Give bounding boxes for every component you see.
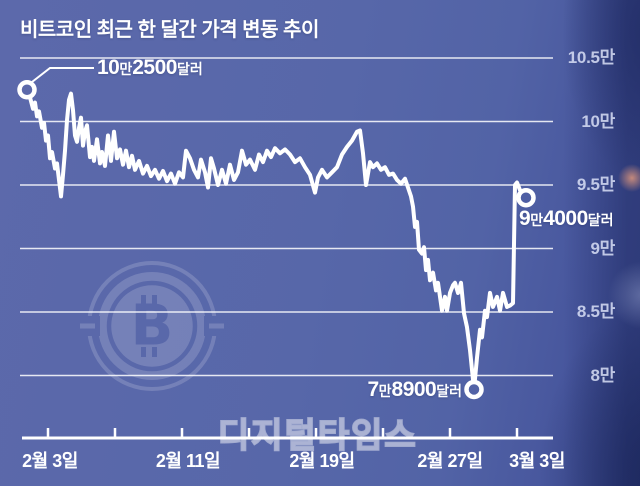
annotation-low-price: 7만8900달러	[367, 378, 462, 401]
press-watermark: 디지털타임스	[217, 416, 418, 456]
y-axis-label: 8만	[590, 365, 616, 385]
x-axis-label: 2월 19일	[289, 451, 355, 471]
x-axis-label: 2월 11일	[155, 451, 221, 471]
annotation-end-price: 9만4000달러	[519, 207, 614, 230]
y-axis-label: 10.5만	[567, 48, 616, 67]
x-axis-label: 2월 27일	[417, 451, 483, 471]
x-axis-label: 3월 3일	[509, 451, 565, 471]
bitcoin-icon: B	[72, 246, 232, 406]
y-axis-label: 9.5만	[576, 175, 615, 194]
x-axis-label: 2월 3일	[22, 451, 78, 471]
bitcoin-logo-watermark: B	[72, 246, 232, 406]
y-axis-label: 9만	[590, 238, 616, 258]
y-axis-label: 8.5만	[576, 302, 615, 321]
annotation-start-price: 10만2500달러	[97, 56, 203, 79]
y-axis-label: 10만	[581, 111, 615, 131]
chart-title: 비트코인 최근 한 달간 가격 변동 추이	[20, 19, 319, 41]
